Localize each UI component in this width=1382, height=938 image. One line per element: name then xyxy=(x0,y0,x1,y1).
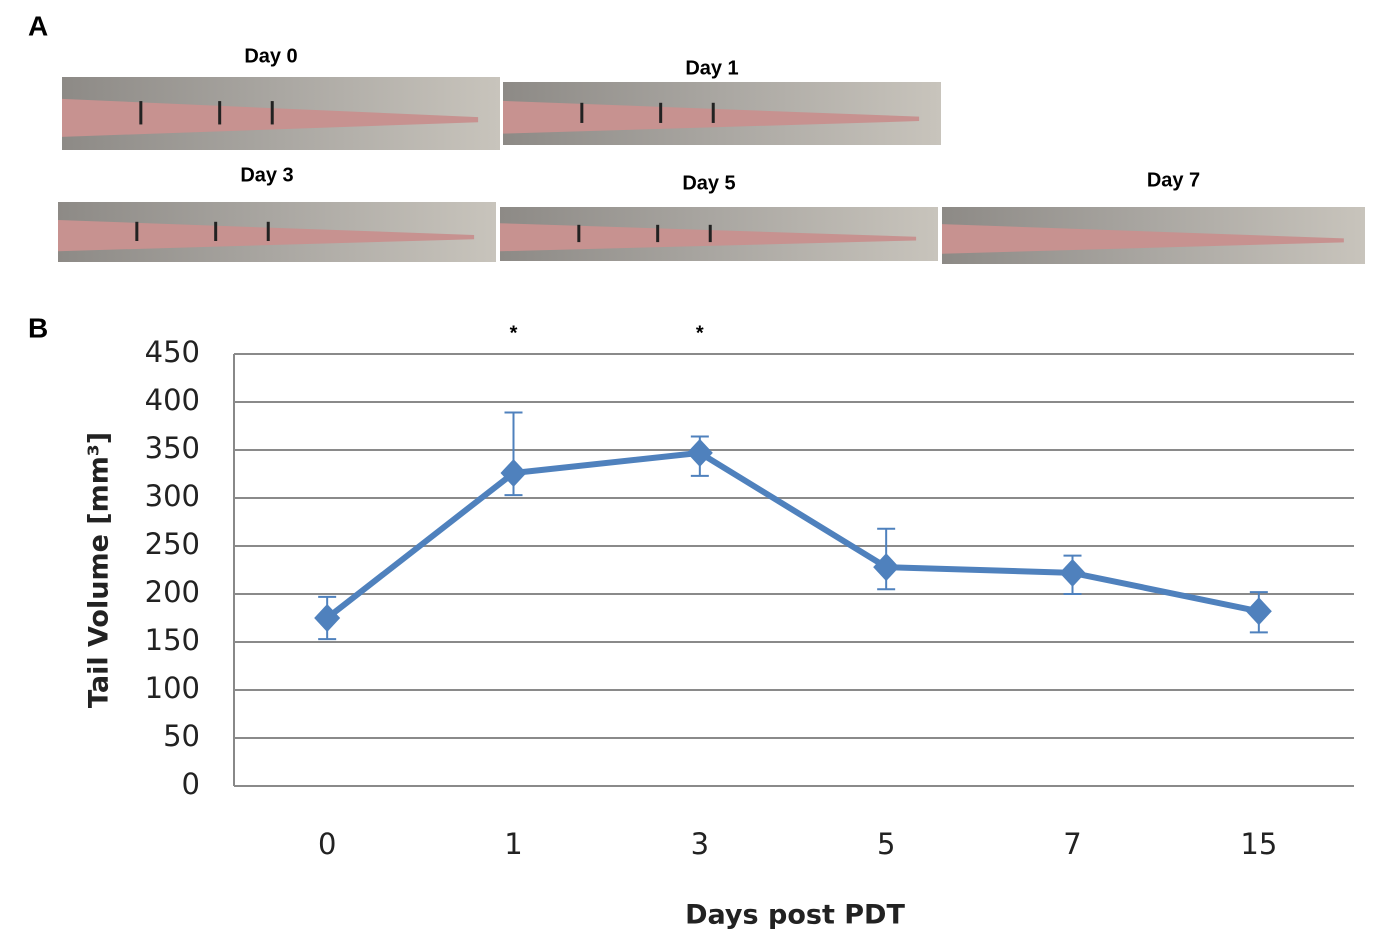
y-tick-label: 0 xyxy=(182,767,200,801)
significance: * xyxy=(510,322,518,344)
photo-label: Day 7 xyxy=(1147,169,1200,191)
y-tick-label: 300 xyxy=(145,479,200,513)
photo-label: Day 5 xyxy=(682,172,735,194)
y-tick-label: 150 xyxy=(145,623,200,657)
photo-label: Day 3 xyxy=(240,164,293,186)
y-tick-label: 250 xyxy=(145,527,200,561)
y-axis-title: Tail Volume [mm³] xyxy=(84,432,115,708)
x-tick-label: 3 xyxy=(691,827,709,861)
marker xyxy=(873,553,899,581)
x-axis-title: Days post PDT xyxy=(685,900,905,931)
y-tick-label: 400 xyxy=(145,383,200,417)
y-tick-label: 350 xyxy=(145,431,200,465)
photo-label: Day 1 xyxy=(685,57,738,79)
x-tick-label: 7 xyxy=(1063,827,1081,861)
y-tick-label: 450 xyxy=(145,335,200,369)
photo-label: Day 0 xyxy=(244,45,297,67)
marker xyxy=(1246,597,1272,625)
y-tick-label: 50 xyxy=(163,719,200,753)
x-tick-label: 0 xyxy=(318,827,336,861)
x-tick-label: 1 xyxy=(504,827,522,861)
x-tick-label: 5 xyxy=(877,827,895,861)
y-tick-label: 200 xyxy=(145,575,200,609)
marker xyxy=(687,439,713,467)
y-tick-label: 100 xyxy=(145,671,200,705)
significance: * xyxy=(696,322,704,344)
panel-label: B xyxy=(28,312,48,343)
panel-label: A xyxy=(28,10,48,41)
figure: A B Day 0Day 1Day 3Day 5Day 705010015020… xyxy=(0,0,1382,938)
x-tick-label: 15 xyxy=(1240,827,1277,861)
marker xyxy=(1060,559,1086,587)
